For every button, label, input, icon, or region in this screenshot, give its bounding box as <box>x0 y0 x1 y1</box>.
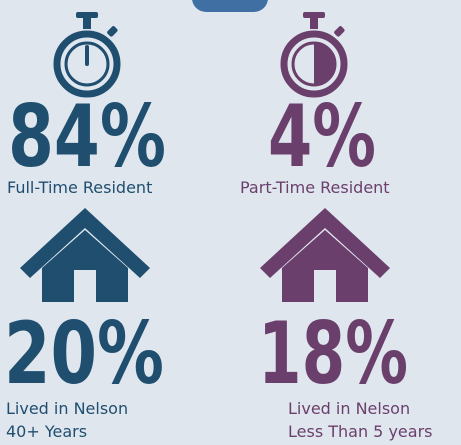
top-tab <box>192 0 268 12</box>
stat-label: Part-Time Resident <box>240 178 390 197</box>
stat-value: 20% <box>4 304 164 404</box>
stat-label: Lived in Nelson <box>288 399 410 418</box>
stat-label: Full-Time Resident <box>7 178 152 197</box>
stat-label: 40+ Years <box>6 422 87 441</box>
house-icon <box>260 208 390 302</box>
stat-value: 84% <box>8 87 166 187</box>
stat-label: Less Than 5 years <box>288 422 432 441</box>
stat-label: Lived in Nelson <box>6 399 128 418</box>
stat-value: 4% <box>268 87 376 187</box>
stopwatch-icon <box>53 12 121 98</box>
stopwatch-icon <box>280 12 348 98</box>
stat-value: 18% <box>258 304 408 404</box>
house-icon <box>20 208 150 302</box>
